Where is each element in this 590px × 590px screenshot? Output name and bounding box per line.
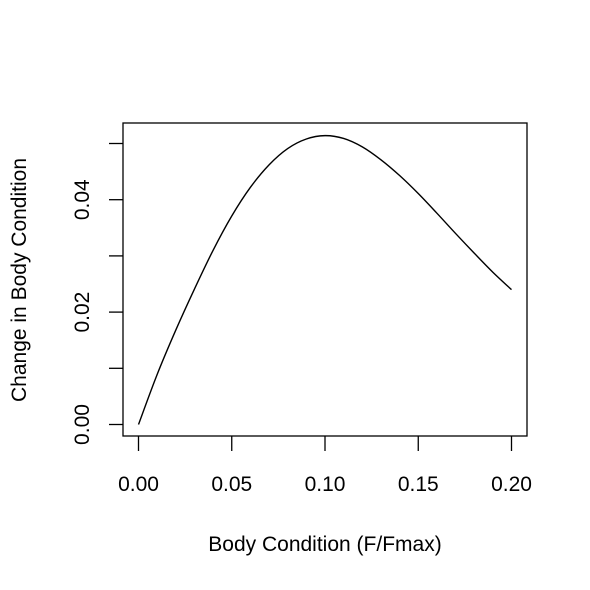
x-axis-label: Body Condition (F/Fmax): [208, 533, 441, 556]
y-axis-label: Change in Body Condition: [8, 158, 31, 402]
y-tick-label: 0.00: [71, 404, 94, 445]
x-tick-label: 0.15: [398, 473, 439, 496]
series-line: [137, 134, 512, 425]
y-tick-label: 0.04: [71, 179, 94, 220]
plot-frame: [122, 122, 528, 437]
x-tick-label: 0.20: [491, 473, 532, 496]
x-tick-label: 0.10: [305, 473, 346, 496]
y-tick-label: 0.02: [71, 292, 94, 333]
x-tick-label: 0.05: [211, 473, 252, 496]
x-axis: 0.00 0.05 0.10 0.15 0.20: [118, 436, 532, 496]
y-axis: 0.00 0.02 0.04: [71, 142, 123, 445]
x-tick-label: 0.00: [118, 473, 159, 496]
series-layer: [137, 134, 512, 425]
